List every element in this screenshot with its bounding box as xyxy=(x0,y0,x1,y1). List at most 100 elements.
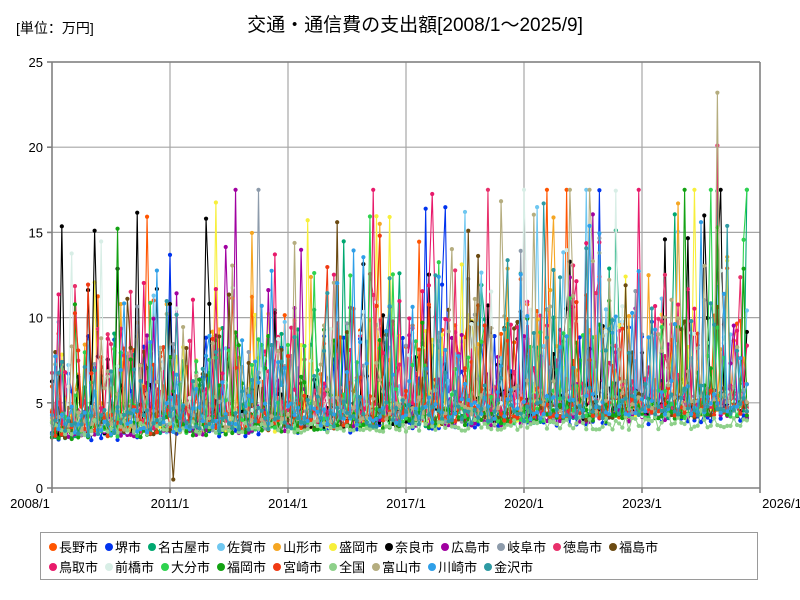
data-point-marker xyxy=(426,283,432,288)
data-point-marker xyxy=(374,303,379,309)
data-point-marker xyxy=(338,415,343,421)
data-point-marker xyxy=(230,263,235,268)
data-point-marker xyxy=(358,395,363,400)
data-point-marker xyxy=(194,387,199,392)
data-point-marker xyxy=(459,332,464,338)
data-point-marker xyxy=(128,345,133,350)
legend-item-前橋市[interactable]: 前橋市 xyxy=(105,557,154,577)
data-point-marker xyxy=(613,407,618,412)
data-point-marker xyxy=(482,421,487,426)
data-point-marker xyxy=(580,414,586,419)
data-point-marker xyxy=(649,306,654,311)
data-point-marker xyxy=(479,270,484,275)
legend-item-川崎市[interactable]: 川崎市 xyxy=(428,557,477,577)
data-point-marker xyxy=(305,397,310,403)
data-point-marker xyxy=(472,400,477,405)
data-point-marker xyxy=(662,315,668,320)
data-point-marker xyxy=(292,412,297,418)
legend-item-富山市[interactable]: 富山市 xyxy=(372,557,421,577)
data-point-marker xyxy=(312,400,317,406)
legend-item-盛岡市[interactable]: 盛岡市 xyxy=(329,537,378,557)
data-point-marker xyxy=(666,383,671,388)
data-point-marker xyxy=(128,419,133,425)
data-point-marker xyxy=(236,343,241,348)
data-point-marker xyxy=(544,187,550,192)
data-point-marker xyxy=(535,421,540,426)
legend-item-長野市[interactable]: 長野市 xyxy=(49,537,98,557)
data-point-marker xyxy=(210,403,215,409)
legend-item-山形市[interactable]: 山形市 xyxy=(273,537,322,557)
y-tick-label: 10 xyxy=(29,311,43,326)
data-point-marker xyxy=(246,430,251,435)
data-point-marker xyxy=(220,371,225,376)
legend-item-金沢市[interactable]: 金沢市 xyxy=(484,557,533,577)
data-point-marker xyxy=(154,268,159,273)
legend-item-徳島市[interactable]: 徳島市 xyxy=(553,537,602,557)
data-point-marker xyxy=(639,407,645,412)
legend-item-全国[interactable]: 全国 xyxy=(329,557,365,577)
data-point-marker xyxy=(236,427,241,432)
chart-plot-area: 0 5 10 15 20 25 2008/1 2011/1 2014/1 2017/1 2020/1… xyxy=(10,55,800,511)
data-point-marker xyxy=(302,393,307,398)
data-point-marker xyxy=(587,417,592,422)
data-point-marker xyxy=(744,308,749,313)
legend-item-奈良市[interactable]: 奈良市 xyxy=(385,537,434,557)
data-point-marker xyxy=(181,324,186,330)
legend-item-福島市[interactable]: 福島市 xyxy=(609,537,658,557)
data-point-marker xyxy=(495,397,500,402)
data-point-marker xyxy=(557,402,563,408)
data-point-marker xyxy=(246,427,251,432)
data-point-marker xyxy=(63,428,68,433)
data-point-marker xyxy=(276,415,281,420)
data-point-marker xyxy=(502,314,507,319)
legend-marker-icon xyxy=(105,543,114,551)
legend-item-名古屋市[interactable]: 名古屋市 xyxy=(148,537,210,557)
legend-item-宮崎市[interactable]: 宮崎市 xyxy=(273,557,322,577)
data-point-marker xyxy=(462,381,468,387)
legend-label: 大分市 xyxy=(171,559,211,575)
data-point-marker xyxy=(571,365,576,371)
line-chart-svg: 0 5 10 15 20 25 2008/1 2011/1 2014/1 2017/1 2020/1… xyxy=(10,55,800,511)
legend-item-堺市[interactable]: 堺市 xyxy=(105,537,141,557)
data-point-marker xyxy=(187,338,192,344)
page-title: 交通・通信費の支出額[2008/1～2025/9] xyxy=(247,15,583,36)
data-point-marker xyxy=(420,320,425,325)
legend-item-大分市[interactable]: 大分市 xyxy=(161,557,210,577)
data-point-marker xyxy=(325,421,330,427)
data-point-marker xyxy=(512,409,517,414)
data-point-marker xyxy=(387,304,392,309)
legend-marker-icon xyxy=(49,543,57,551)
data-point-marker xyxy=(148,340,153,345)
data-point-marker xyxy=(682,187,687,192)
data-point-marker xyxy=(626,412,631,418)
data-point-marker xyxy=(148,300,153,305)
data-point-marker xyxy=(223,432,228,437)
data-point-marker xyxy=(702,417,707,423)
data-point-marker xyxy=(59,412,64,417)
data-point-marker xyxy=(525,404,530,409)
data-point-marker xyxy=(603,307,609,312)
legend-item-広島市[interactable]: 広島市 xyxy=(441,537,490,557)
data-point-marker xyxy=(626,350,631,356)
data-point-marker xyxy=(92,432,97,437)
data-point-marker xyxy=(698,420,704,425)
data-point-marker xyxy=(521,419,527,424)
data-point-marker xyxy=(410,420,415,426)
data-point-marker xyxy=(102,386,107,391)
data-point-marker xyxy=(498,199,504,204)
data-point-marker xyxy=(384,417,389,422)
data-point-marker xyxy=(256,405,261,410)
data-point-marker xyxy=(318,415,323,421)
legend-item-福岡市[interactable]: 福岡市 xyxy=(217,557,266,577)
data-point-marker xyxy=(584,427,589,432)
data-point-marker xyxy=(607,266,612,271)
data-point-marker xyxy=(141,425,146,431)
data-point-marker xyxy=(325,430,330,435)
data-point-marker xyxy=(397,427,402,433)
legend-item-佐賀市[interactable]: 佐賀市 xyxy=(217,537,266,557)
legend-item-鳥取市[interactable]: 鳥取市 xyxy=(49,557,98,577)
data-point-marker xyxy=(430,404,435,410)
legend-item-岐阜市[interactable]: 岐阜市 xyxy=(497,537,546,557)
data-point-marker xyxy=(171,342,176,347)
data-point-marker xyxy=(626,314,631,319)
